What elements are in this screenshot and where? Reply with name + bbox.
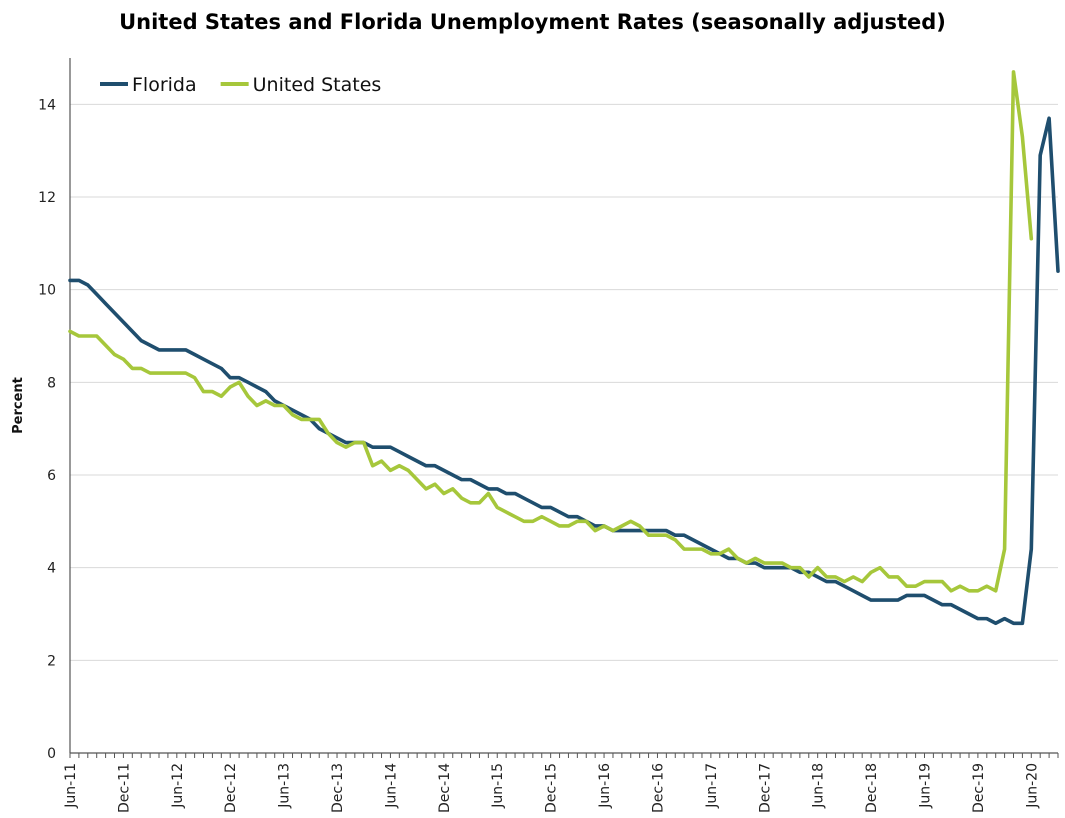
x-tick-label: Dec-11 [116,763,132,813]
x-tick-label: Dec-14 [437,763,453,813]
x-tick-label: Dec-16 [650,763,666,813]
series-line-florida [68,116,1060,626]
x-tick-label: Dec-19 [971,763,987,813]
y-tick-label: 4 [47,561,56,577]
y-axis-label: Percent [11,377,26,434]
y-tick-labels: 0 2 4 6 8 10 12 14 [38,97,56,762]
axes [69,58,1059,758]
y-tick-label: 2 [47,653,56,669]
chart-title: United States and Florida Unemployment R… [119,10,946,34]
x-tick-labels: Jun-11 Dec-11 Jun-12 Dec-12 Jun-13 Dec-13 Jun-… [63,763,1040,813]
x-tick-label: Dec-12 [223,763,239,813]
x-tick-label: Jun-18 [811,763,827,809]
series-lines [68,70,1060,626]
x-tick-label: Jun-14 [383,763,399,809]
x-tick-label: Jun-11 [63,763,79,809]
x-tick-label: Jun-16 [597,763,613,809]
gridlines [70,103,1058,661]
series-line-united-states [68,70,1034,593]
x-tick-label: Jun-15 [490,763,506,809]
x-tick-label: Dec-17 [757,763,773,813]
y-tick-label: 0 [47,746,56,762]
legend: Florida United States [100,74,381,96]
legend-label: United States [253,74,382,96]
x-tick-label: Dec-13 [330,763,346,813]
x-tick-label: Jun-17 [704,763,720,809]
x-tick-label: Dec-18 [864,763,880,813]
legend-label: Florida [132,74,197,96]
x-tick-label: Dec-15 [544,763,560,813]
y-tick-label: 8 [47,375,56,391]
x-tick-label: Jun-12 [170,763,186,809]
y-tick-label: 6 [47,468,56,484]
y-tick-label: 10 [38,283,56,299]
x-tick-label: Jun-20 [1024,763,1040,809]
x-tick-label: Jun-19 [917,763,933,809]
y-tick-label: 12 [38,190,56,206]
x-tick-label: Jun-13 [277,763,293,809]
y-tick-label: 14 [38,97,56,113]
